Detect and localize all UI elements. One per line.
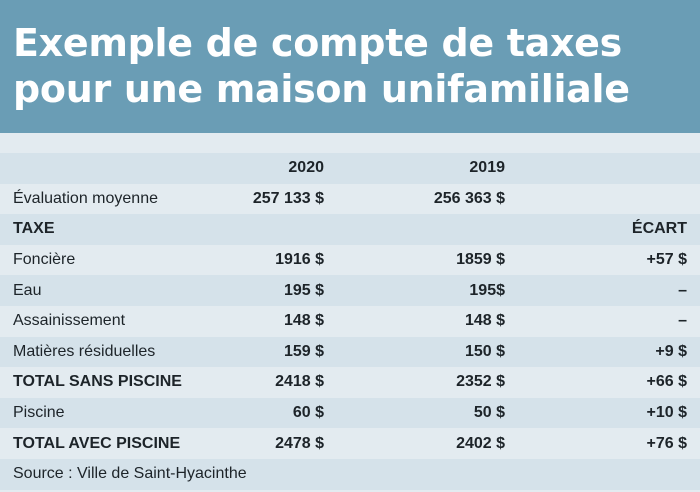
row-label: TOTAL SANS PISCINE xyxy=(13,373,182,391)
title-line-2: pour une maison unifamiliale xyxy=(13,67,630,111)
title-line-1: Exemple de compte de taxes xyxy=(13,21,622,65)
row-2020: 148 $ xyxy=(283,312,324,330)
tax-header-row: TAXE ÉCART xyxy=(0,214,700,245)
row-2019: 2352 $ xyxy=(456,373,505,391)
row-2019: 1859 $ xyxy=(456,251,505,269)
evaluation-row: Évaluation moyenne 257 133 $ 256 363 $ xyxy=(0,183,700,215)
row-label: Foncière xyxy=(13,251,76,269)
row-2020: 1916 $ xyxy=(275,251,324,269)
row-label: TOTAL AVEC PISCINE xyxy=(13,434,181,452)
evaluation-2020: 257 133 $ xyxy=(252,189,324,207)
table-row: Matières résiduelles 159 $ 150 $ +9 $ xyxy=(0,336,700,368)
row-label: Piscine xyxy=(13,404,65,422)
row-ecart: +9 $ xyxy=(655,342,687,360)
tax-header-label: TAXE xyxy=(13,220,55,238)
row-2020: 60 $ xyxy=(292,404,324,422)
years-header-row: 2020 2019 xyxy=(0,153,700,184)
row-2020: 2418 $ xyxy=(275,373,324,391)
table-row-total: TOTAL AVEC PISCINE 2478 $ 2402 $ +76 $ xyxy=(0,428,700,459)
row-2020: 159 $ xyxy=(283,342,324,360)
tax-rows: Foncière 1916 $ 1859 $ +57 $ Eau 195 $ 1… xyxy=(0,244,700,459)
row-2019: 150 $ xyxy=(464,342,505,360)
year-2020-header: 2020 xyxy=(288,159,324,177)
table-row: Assainissement 148 $ 148 $ – xyxy=(0,305,700,337)
row-2019: 2402 $ xyxy=(456,434,505,452)
table-row: Foncière 1916 $ 1859 $ +57 $ xyxy=(0,244,700,276)
year-2019-header: 2019 xyxy=(469,159,505,177)
table-title: Exemple de compte de taxes pour une mais… xyxy=(13,20,700,112)
evaluation-2019: 256 363 $ xyxy=(433,189,505,207)
row-ecart: +76 $ xyxy=(646,434,687,452)
row-label: Assainissement xyxy=(13,312,126,330)
row-ecart: +66 $ xyxy=(646,373,687,391)
row-2019: 50 $ xyxy=(473,404,505,422)
row-label: Eau xyxy=(13,281,42,299)
row-ecart: – xyxy=(678,312,687,330)
evaluation-label: Évaluation moyenne xyxy=(13,189,158,207)
row-ecart: +10 $ xyxy=(646,404,687,422)
source-row: Source : Ville de Saint-Hyacinthe xyxy=(0,458,700,490)
source-note: Source : Ville de Saint-Hyacinthe xyxy=(13,465,247,483)
row-2020: 195 $ xyxy=(283,281,324,299)
table-row-total: TOTAL SANS PISCINE 2418 $ 2352 $ +66 $ xyxy=(0,367,700,398)
row-2019: 195$ xyxy=(469,281,505,299)
row-2019: 148 $ xyxy=(464,312,505,330)
row-label: Matières résiduelles xyxy=(13,342,156,360)
title-banner: Exemple de compte de taxes pour une mais… xyxy=(0,0,700,133)
ecart-header: ÉCART xyxy=(631,220,687,238)
spacer xyxy=(0,133,700,153)
row-ecart: +57 $ xyxy=(646,251,687,269)
table-row: Eau 195 $ 195$ – xyxy=(0,275,700,306)
table-row: Piscine 60 $ 50 $ +10 $ xyxy=(0,397,700,429)
row-ecart: – xyxy=(678,281,687,299)
row-2020: 2478 $ xyxy=(275,434,324,452)
